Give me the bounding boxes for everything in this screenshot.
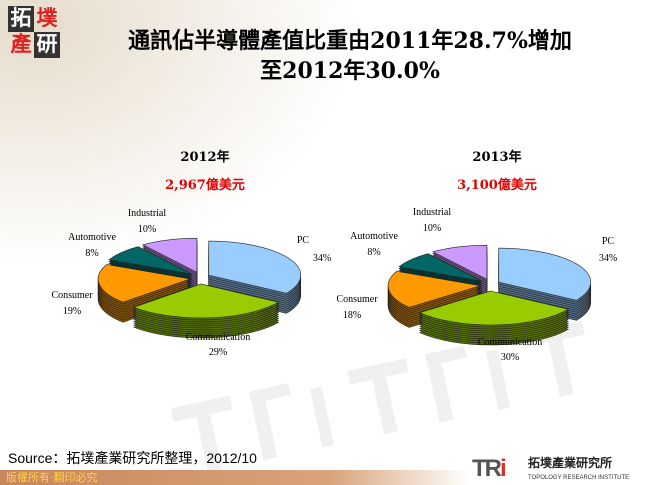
slice-consumer — [387, 270, 481, 308]
brand-english: TOPOLOGY RESEARCH INSTITUTE — [528, 475, 630, 481]
label-percent-communication: 30% — [501, 352, 519, 363]
slice-industrial — [142, 237, 198, 273]
label-percent-automotive: 8% — [85, 248, 98, 259]
title-line-1: 通訊佔半導體產值比重由2011年28.7%增加 — [128, 28, 572, 54]
label-percent-pc: 34% — [313, 253, 331, 264]
source-note: Source：拓墣產業研究所整理，2012/10 — [8, 450, 257, 466]
title-line-2: 至2012年30.0% — [260, 58, 440, 84]
logo: 拓 墣 產 研 — [8, 6, 60, 58]
chart-1-subtitle: 2,967億美元 — [165, 178, 245, 193]
label-category-automotive: Automotive — [68, 232, 116, 243]
label-percent-consumer: 18% — [343, 310, 361, 321]
chart-1-title: 2012年 — [180, 150, 230, 165]
label-percent-pc: 34% — [599, 253, 617, 264]
page-title: 通訊佔半導體產值比重由2011年28.7%增加 至2012年30.0% — [70, 26, 630, 86]
label-category-industrial: Industrial — [128, 208, 167, 219]
chart-2-title: 2013年 — [472, 150, 522, 165]
logo-char: 拓 — [8, 6, 34, 32]
slice-pc — [498, 247, 592, 301]
label-percent-consumer: 19% — [63, 306, 81, 317]
label-category-industrial: Industrial — [413, 207, 452, 218]
logo-char: 產 — [10, 32, 32, 56]
copyright-footer: 版權所有‧翻印必究 — [0, 470, 470, 485]
label-category-consumer: Consumer — [51, 290, 93, 301]
slice-pc — [208, 240, 302, 294]
chart-2-subtitle: 3,100億美元 — [457, 178, 537, 193]
brand-name: 拓墣產業研究所 — [528, 456, 613, 470]
slice-automotive — [398, 253, 483, 282]
label-category-communication: Communication — [186, 332, 250, 343]
slice-industrial — [432, 244, 488, 280]
slice-automotive — [108, 246, 193, 275]
slice-consumer — [97, 264, 192, 303]
label-percent-industrial: 10% — [138, 224, 156, 235]
slice-communication — [133, 283, 280, 319]
label-percent-communication: 29% — [209, 347, 227, 358]
label-category-pc: PC — [602, 236, 615, 247]
logo-char: 墣 — [36, 6, 58, 30]
slice-communication — [418, 290, 570, 326]
label-percent-industrial: 10% — [423, 223, 441, 234]
label-category-consumer: Consumer — [336, 294, 378, 305]
label-category-automotive: Automotive — [350, 231, 398, 242]
label-percent-automotive: 8% — [367, 247, 380, 258]
label-category-pc: PC — [297, 235, 310, 246]
tri-logo: TRi — [472, 455, 507, 482]
logo-char: 研 — [34, 32, 60, 58]
label-category-communication: Communication — [478, 337, 542, 348]
